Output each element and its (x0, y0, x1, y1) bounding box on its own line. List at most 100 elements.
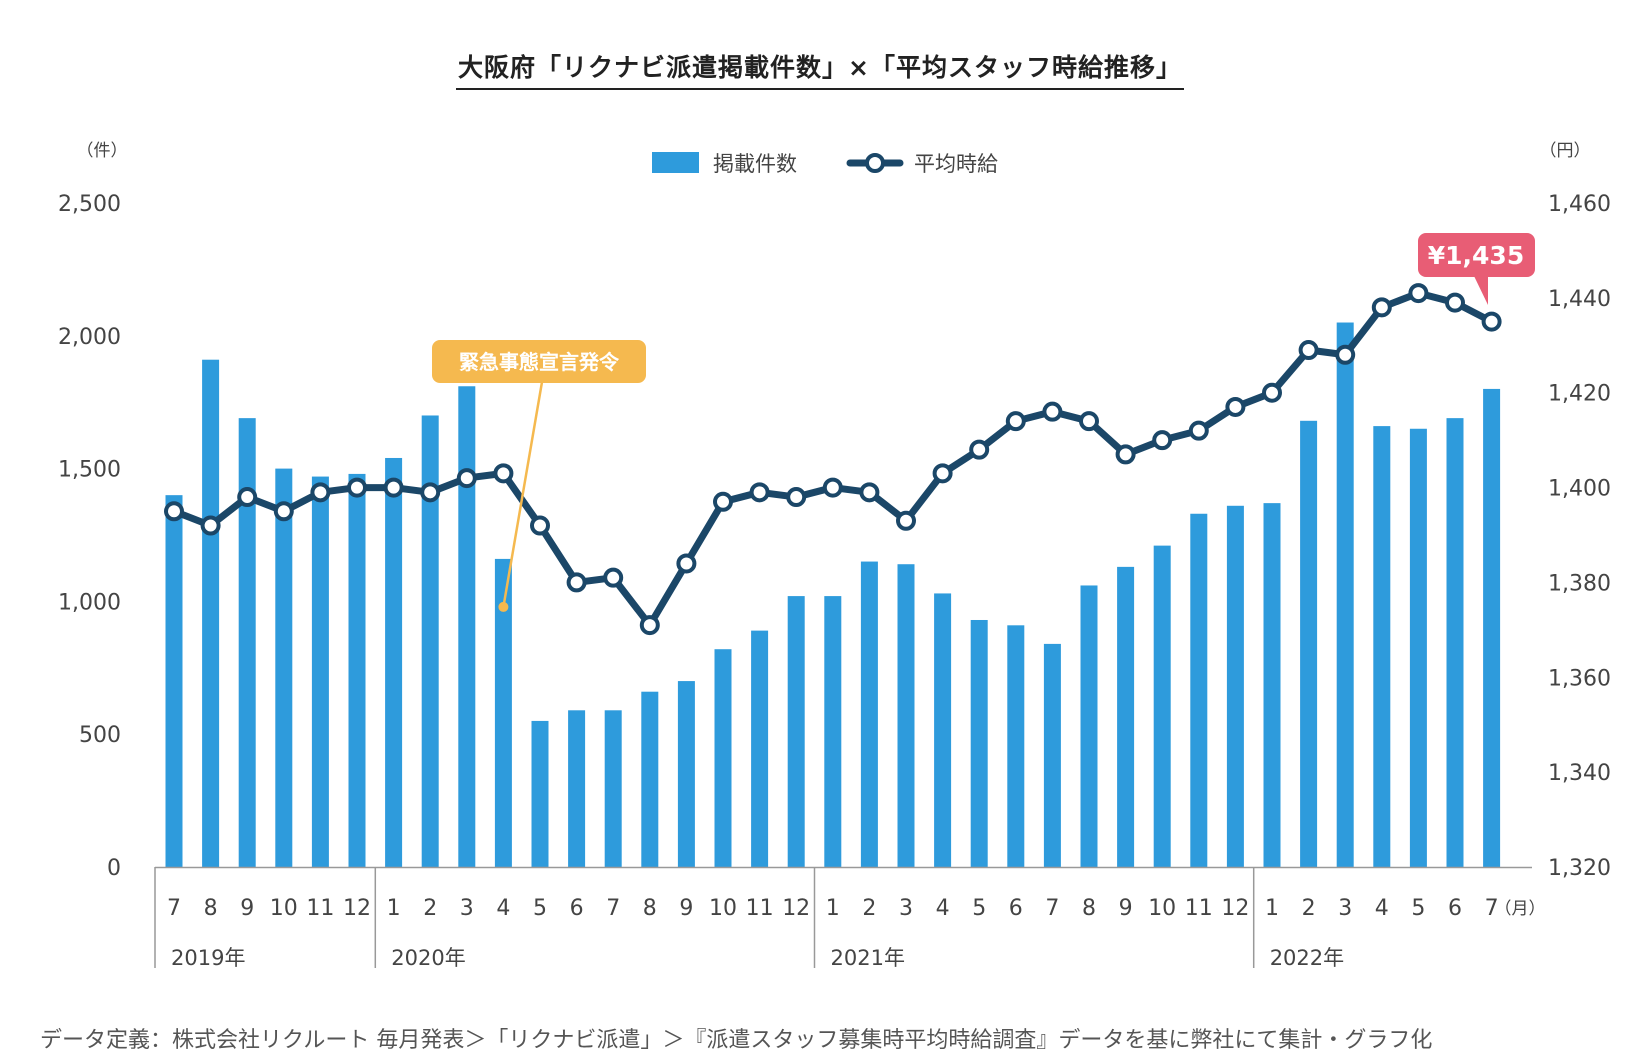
x-tick-label: 5 (1411, 896, 1425, 921)
x-tick-label: 8 (1082, 896, 1096, 921)
bar-series (165, 322, 1501, 867)
year-label: 2020年 (391, 946, 465, 970)
wage-point (786, 487, 807, 508)
x-tick-label: 9 (240, 896, 254, 921)
line-series (164, 283, 1502, 636)
bar (421, 415, 439, 867)
x-tick-label: 4 (936, 896, 950, 921)
x-tick-label: 1 (387, 896, 401, 921)
wage-point (1005, 411, 1026, 432)
bar (860, 561, 878, 867)
value-callout-box (1418, 233, 1535, 277)
wage-point (566, 572, 587, 593)
wage-point (1262, 382, 1282, 403)
chart-title: 大阪府「リクナビ派遣掲載件数」×「平均スタッフ時給推移」 (0, 48, 1640, 90)
x-tick-label: 9 (1119, 896, 1133, 921)
callouts: 緊急事態宣言発令 ¥1,435 (432, 233, 1535, 612)
x-tick-label: 4 (496, 896, 510, 921)
wage-point (822, 477, 843, 498)
wage-point (603, 567, 624, 588)
x-tick-label: 1 (826, 896, 840, 921)
year-label: 2021年 (831, 946, 905, 970)
wage-point (932, 463, 953, 484)
x-tick-label: 7 (1485, 896, 1499, 921)
wage-point (456, 468, 477, 489)
year-label: 2022年 (1270, 946, 1344, 970)
x-tick-label: 5 (972, 896, 986, 921)
bar (1300, 420, 1318, 867)
right-tick-label: 1,360 (1548, 666, 1611, 691)
wage-point (713, 491, 733, 512)
x-tick-label: 11 (746, 896, 774, 921)
event-dot (498, 601, 509, 612)
x-tick-label: 8 (204, 896, 218, 921)
wage-point (493, 463, 514, 484)
wage-point (273, 501, 294, 522)
wage-point (237, 487, 258, 508)
bar (202, 359, 220, 867)
right-tick-label: 1,400 (1548, 477, 1611, 502)
x-tick-label: 6 (570, 896, 584, 921)
wage-point (1188, 420, 1209, 441)
footnote: データ定義：株式会社リクルート 毎月発表＞「リクナビ派遣」＞『派遣スタッフ募集時… (40, 1028, 1433, 1053)
left-tick-label: 500 (79, 723, 121, 748)
bar (1336, 322, 1354, 867)
bar (751, 630, 769, 867)
legend-bar-label: 掲載件数 (713, 152, 797, 176)
x-tick-label: 12 (343, 896, 371, 921)
wage-point (530, 515, 550, 536)
bar (970, 619, 988, 867)
x-axis-unit: （月） (1495, 899, 1546, 919)
bar (1446, 418, 1464, 867)
wage-point (1481, 311, 1502, 332)
bar (1373, 426, 1391, 867)
wage-point (1079, 411, 1099, 432)
legend-line-marker (865, 153, 885, 173)
left-axis-unit: （件） (77, 141, 128, 161)
left-tick-label: 2,000 (58, 325, 121, 350)
bar (714, 649, 732, 867)
value-callout-label: ¥1,435 (1428, 241, 1524, 270)
x-tick-label: 7 (167, 896, 181, 921)
wage-point (1042, 401, 1063, 422)
bar (568, 710, 586, 867)
x-tick-label: 9 (679, 896, 693, 921)
x-tick-label: 2 (862, 896, 876, 921)
bar (238, 418, 256, 867)
x-tick-label: 6 (1009, 896, 1023, 921)
bar (165, 495, 183, 867)
x-tick-label: 11 (306, 896, 334, 921)
bar (458, 386, 476, 867)
wage-point (896, 510, 916, 531)
wage-point (164, 501, 184, 522)
bar (1409, 428, 1427, 867)
x-tick-label: 11 (1185, 896, 1213, 921)
bar (1117, 566, 1135, 867)
legend-bar-swatch (652, 152, 699, 173)
event-callout-box (432, 340, 646, 383)
event-callout-label: 緊急事態宣言発令 (459, 350, 620, 374)
x-tick-label: 6 (1448, 896, 1462, 921)
wage-point (310, 482, 331, 503)
wage-point (383, 477, 404, 498)
bar (311, 476, 329, 867)
x-tick-label: 7 (606, 896, 620, 921)
wage-point (639, 615, 660, 636)
event-leader-line (502, 381, 544, 608)
wage-point (1335, 344, 1356, 365)
x-tick-label: 3 (899, 896, 913, 921)
right-tick-label: 1,460 (1548, 192, 1611, 217)
bar (1080, 585, 1098, 867)
x-tick-label: 3 (1338, 896, 1352, 921)
bar (531, 720, 549, 867)
bar (1043, 643, 1061, 867)
wage-point (859, 482, 880, 503)
bar (641, 691, 659, 867)
left-tick-label: 0 (107, 856, 121, 881)
wage-point (1152, 430, 1173, 451)
bar (787, 596, 805, 867)
right-axis-unit: （円） (1540, 141, 1591, 161)
wage-point (1371, 297, 1392, 318)
bar (1007, 625, 1025, 867)
